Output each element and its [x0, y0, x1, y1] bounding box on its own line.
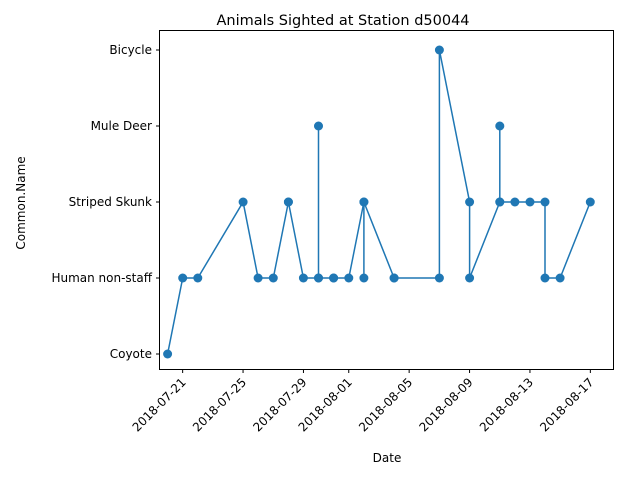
- data-point: [344, 273, 354, 283]
- data-point: [314, 121, 323, 131]
- data-point: [389, 273, 399, 283]
- data-point: [434, 45, 444, 55]
- data-point: [329, 273, 339, 283]
- data-point: [434, 273, 444, 283]
- data-point: [510, 197, 520, 207]
- data-point: [465, 197, 475, 207]
- data-point: [465, 273, 475, 283]
- y-tick-label: Striped Skunk: [69, 195, 152, 209]
- x-axis: 2018-07-21 2018-07-25 2018-07-292018-08-01…: [130, 369, 596, 434]
- y-axis: Coyote Human non-staff Striped Skunk Mule D…: [51, 43, 160, 361]
- data-point: [359, 273, 369, 283]
- data-point: [495, 121, 505, 131]
- chart-title: Animals Sighted at Station d50044: [216, 13, 469, 29]
- y-tick-label: Coyote: [110, 347, 152, 361]
- y-axis-label: Common.Name: [14, 156, 28, 249]
- data-point: [540, 197, 550, 207]
- x-tick-label: 2018-07-25: [190, 375, 249, 434]
- plot-area: [163, 45, 595, 359]
- y-tick-label: Human non-staff: [51, 271, 152, 285]
- data-point: [178, 273, 188, 283]
- data-point: [193, 273, 203, 283]
- data-point: [298, 273, 308, 283]
- y-tick-label: Mule Deer: [91, 119, 152, 133]
- data-point: [268, 273, 278, 283]
- data-point: [163, 349, 173, 359]
- x-tick-label: 2018-08-13: [477, 375, 536, 434]
- data-point: [283, 197, 293, 207]
- data-point: [238, 197, 248, 207]
- data-point: [495, 197, 505, 207]
- x-tick-label: 2018-08-05: [356, 375, 415, 434]
- data-point: [253, 273, 263, 283]
- data-point: [525, 197, 535, 207]
- data-point: [359, 197, 369, 207]
- x-axis-label: Date: [373, 451, 402, 465]
- x-tick-label: 2018-08-09: [416, 375, 475, 434]
- x-tick-label: 2018-08-17: [537, 375, 596, 434]
- y-tick-label: Bicycle: [109, 43, 152, 57]
- data-point: [314, 273, 323, 283]
- axes-frame: [159, 30, 614, 370]
- data-point: [585, 197, 595, 207]
- x-tick-label: 2018-07-21: [130, 375, 189, 434]
- data-point: [540, 273, 550, 283]
- data-point: [555, 273, 565, 283]
